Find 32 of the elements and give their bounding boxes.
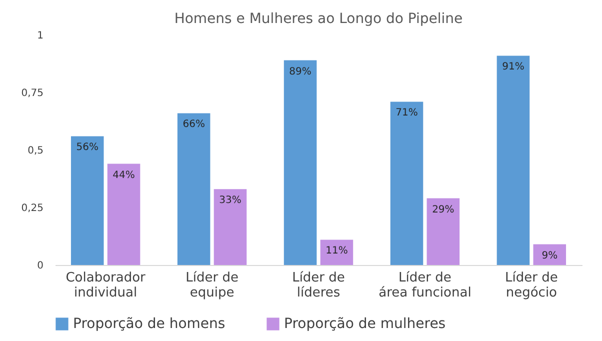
chart-title: Homens e Mulheres ao Longo do Pipeline	[174, 11, 463, 27]
bar	[214, 189, 247, 265]
data-label: 56%	[76, 142, 98, 154]
y-tick-label: 1	[37, 30, 44, 42]
y-tick-label: 0,25	[21, 203, 44, 214]
x-tick-label: Colaborador individual	[66, 270, 146, 300]
bar	[320, 240, 354, 265]
legend-label: Proporção de homens	[73, 316, 226, 332]
legend-label: Proporção de mulheres	[284, 316, 446, 332]
bar	[70, 136, 104, 265]
y-tick-label: 0	[37, 260, 44, 272]
data-label: 71%	[396, 108, 418, 119]
x-tick-label: Líder de área funcional	[378, 270, 472, 300]
x-tick-label: Líder de líderes	[292, 270, 345, 300]
bar	[426, 198, 460, 265]
data-label: 66%	[182, 119, 205, 130]
bar	[496, 56, 530, 265]
x-tick-label: Líder de equipe	[186, 270, 238, 300]
bar	[390, 102, 424, 265]
y-tick-label: 0,5	[28, 146, 44, 156]
y-tick-label: 0,75	[21, 88, 44, 99]
data-label: 33%	[219, 195, 242, 206]
data-label: 91%	[502, 62, 524, 73]
bar	[284, 60, 317, 265]
bar	[177, 113, 210, 265]
data-label: 11%	[326, 246, 348, 257]
x-tick-label: Líder de negócio	[505, 270, 558, 300]
bar	[107, 164, 140, 265]
data-label: 44%	[112, 170, 135, 181]
data-label: 29%	[432, 204, 454, 216]
data-label: 9%	[542, 250, 558, 262]
data-label: 89%	[289, 66, 312, 78]
